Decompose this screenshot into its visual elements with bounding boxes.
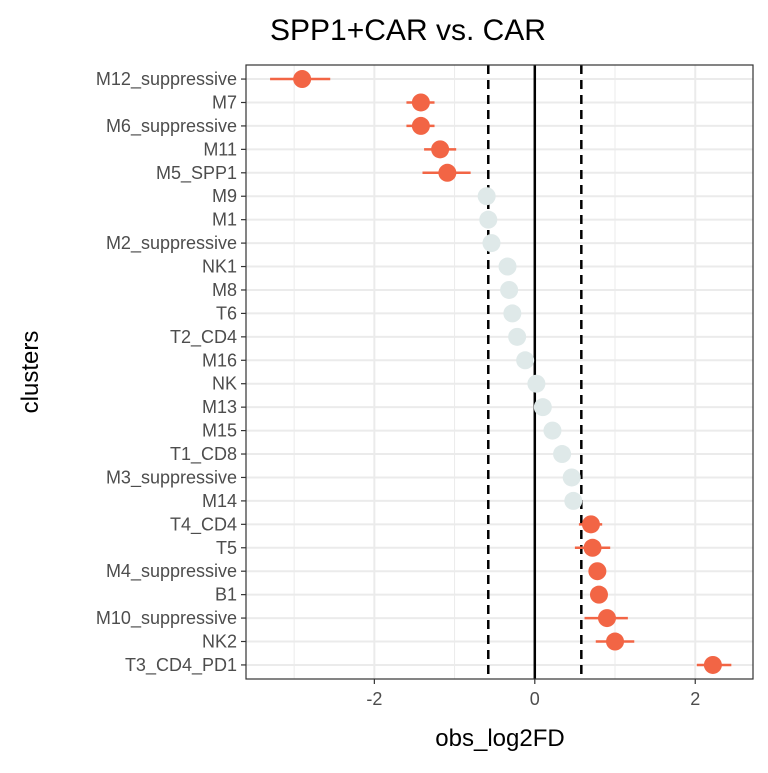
y-tick-label-M16: M16 — [202, 350, 237, 370]
y-tick-label-T1_CD8: T1_CD8 — [170, 444, 237, 465]
y-tick-label-NK: NK — [212, 374, 237, 394]
point-M5_SPP1 — [438, 163, 457, 182]
point-NK1 — [498, 257, 517, 276]
point-M7 — [411, 93, 430, 112]
y-tick-label-M8: M8 — [212, 280, 237, 300]
point-M1 — [479, 210, 498, 229]
point-M13 — [533, 398, 552, 417]
point-M14 — [564, 491, 583, 510]
grid-layer — [246, 65, 753, 679]
point-T2_CD4 — [508, 327, 527, 346]
x-tick-label: 2 — [690, 689, 700, 709]
y-tick-label-M13: M13 — [202, 397, 237, 417]
point-M12_suppressive — [293, 70, 312, 89]
point-M15 — [543, 421, 562, 440]
y-tick-label-M3_suppressive: M3_suppressive — [106, 467, 237, 488]
point-NK — [527, 374, 546, 393]
point-T6 — [503, 304, 522, 323]
point-NK2 — [606, 632, 625, 651]
point-M10_suppressive — [597, 609, 616, 628]
y-tick-label-M9: M9 — [212, 186, 237, 206]
point-M9 — [477, 187, 496, 206]
point-T4_CD4 — [581, 515, 600, 534]
y-tick-label-M1: M1 — [212, 210, 237, 230]
x-axis-title: obs_log2FD — [435, 725, 564, 752]
y-tick-label-M11: M11 — [203, 139, 237, 159]
y-tick-label-B1: B1 — [215, 585, 237, 605]
point-M2_suppressive — [482, 234, 501, 253]
y-tick-label-M10_suppressive: M10_suppressive — [96, 608, 237, 629]
point-B1 — [589, 585, 608, 604]
y-tick-label-T2_CD4: T2_CD4 — [170, 327, 237, 348]
y-tick-label-NK2: NK2 — [202, 632, 237, 652]
y-tick-label-M14: M14 — [202, 491, 237, 511]
y-tick-label-T3_CD4_PD1: T3_CD4_PD1 — [125, 655, 237, 676]
y-axis-title: clusters — [17, 331, 44, 414]
point-T3_CD4_PD1 — [703, 655, 722, 674]
point-M3_suppressive — [562, 468, 581, 487]
chart-title: SPP1+CAR vs. CAR — [270, 14, 546, 47]
y-tick-label-M7: M7 — [212, 92, 237, 112]
point-M11 — [431, 140, 450, 159]
data-marks — [270, 70, 732, 674]
y-tick-label-M12_suppressive: M12_suppressive — [96, 69, 237, 90]
x-axis-ticks: -2 0 2 — [366, 679, 700, 709]
point-M8 — [500, 280, 519, 299]
point-M4_suppressive — [588, 562, 607, 581]
point-T5 — [583, 538, 602, 557]
x-tick-label: 0 — [530, 689, 540, 709]
y-tick-label-T4_CD4: T4_CD4 — [170, 514, 237, 535]
y-tick-label-M4_suppressive: M4_suppressive — [106, 561, 237, 582]
panel-border — [245, 64, 754, 680]
y-tick-label-M5_SPP1: M5_SPP1 — [156, 163, 237, 184]
y-tick-label-M6_suppressive: M6_suppressive — [106, 116, 237, 137]
y-tick-label-T5: T5 — [216, 538, 237, 558]
point-M16 — [516, 351, 535, 370]
reference-lines — [487, 65, 583, 679]
y-tick-label-M2_suppressive: M2_suppressive — [106, 233, 237, 254]
y-tick-label-T6: T6 — [216, 303, 237, 323]
y-tick-label-NK1: NK1 — [202, 257, 237, 277]
x-tick-label: -2 — [366, 689, 382, 709]
y-tick-label-M15: M15 — [202, 421, 237, 441]
point-M6_suppressive — [411, 116, 430, 135]
point-T1_CD8 — [553, 445, 572, 464]
